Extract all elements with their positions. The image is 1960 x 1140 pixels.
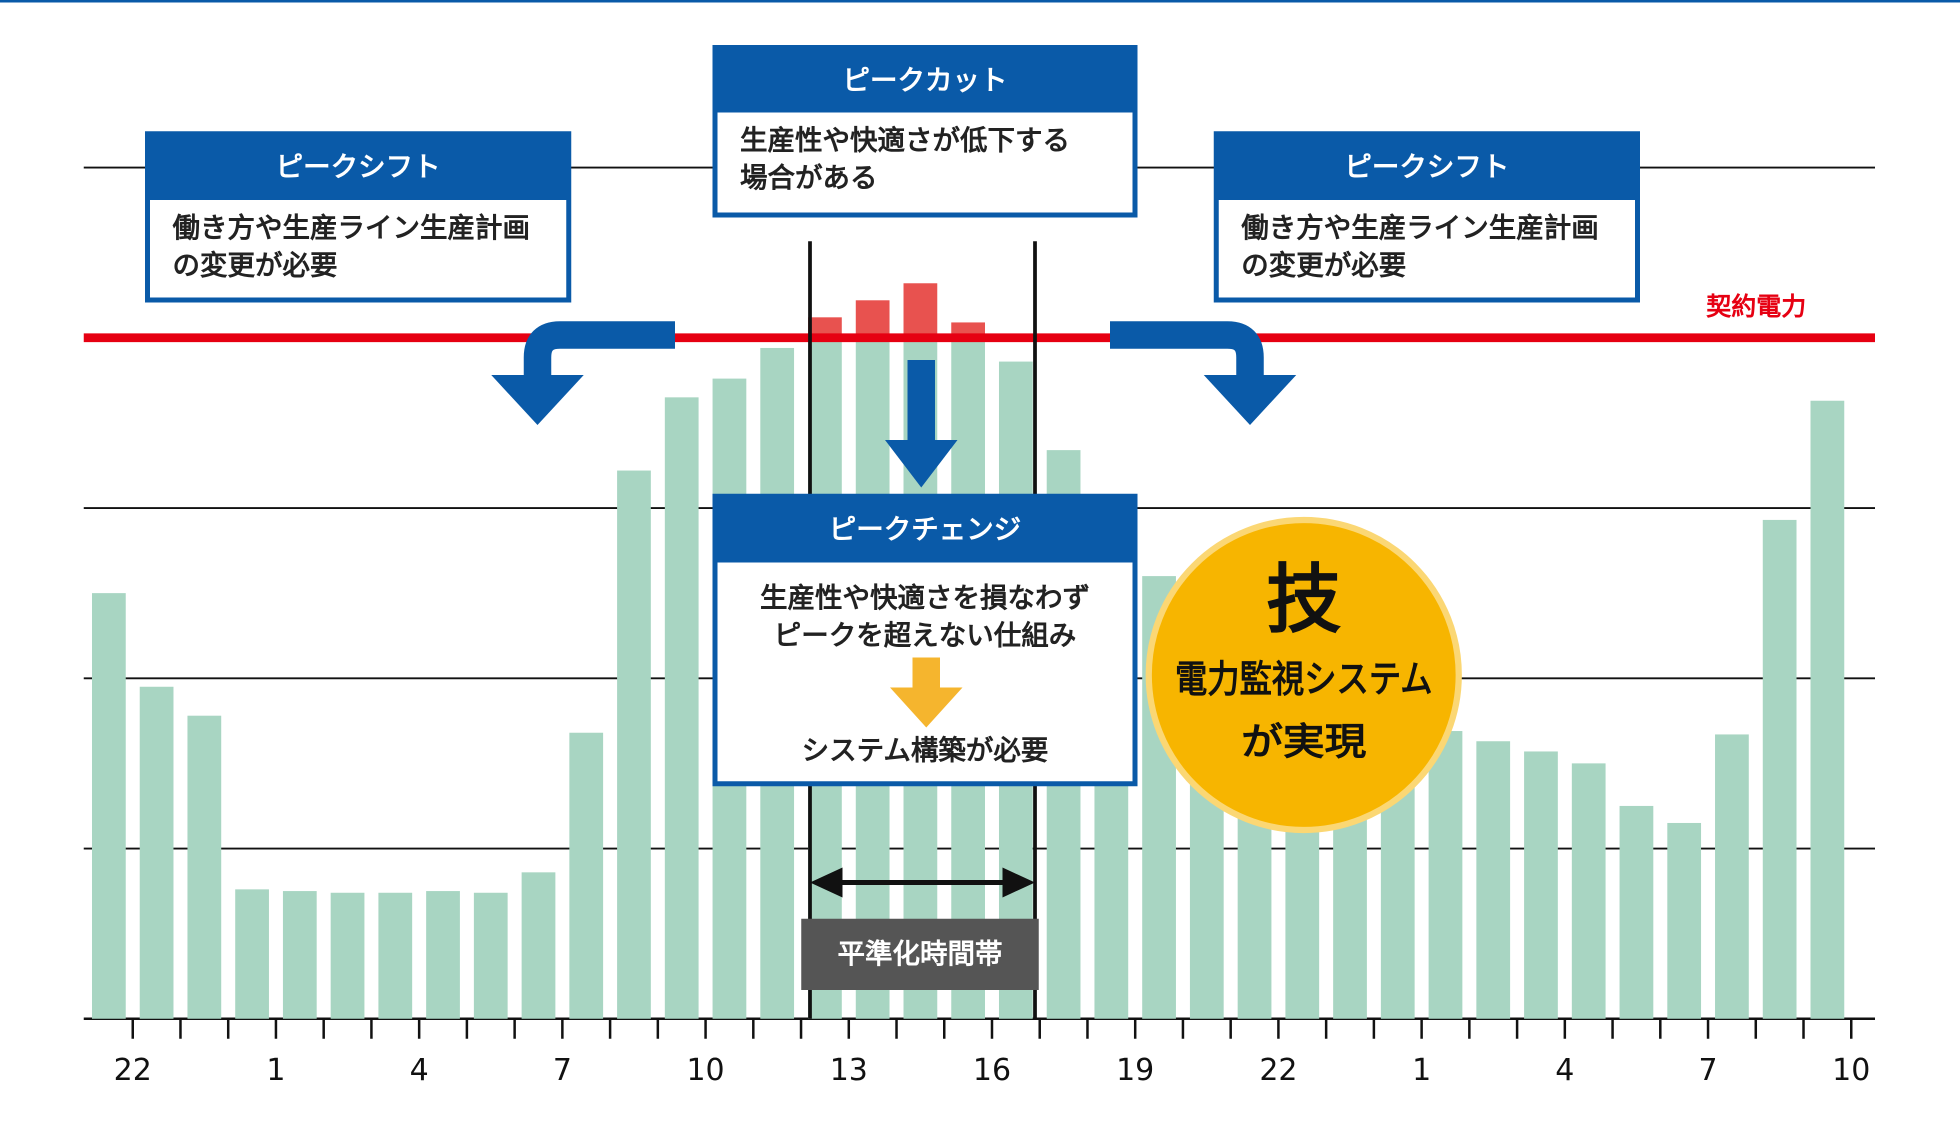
- result-arrow: [912, 657, 940, 690]
- x-tick-label: 16: [973, 1053, 1011, 1088]
- bar: [1476, 741, 1511, 1019]
- bar-excess: [855, 300, 890, 338]
- bar: [664, 397, 699, 1019]
- x-tick-label: 10: [686, 1053, 724, 1088]
- bar: [1571, 763, 1606, 1019]
- annotation-text: の変更が必要: [1241, 249, 1406, 281]
- bar: [1667, 822, 1702, 1019]
- bar: [473, 892, 508, 1019]
- annotation-text: の変更が必要: [173, 249, 338, 281]
- leveling-label: 平準化時間帯: [838, 938, 1003, 970]
- annotation-text: 生産性や快適さを損なわず: [760, 582, 1090, 614]
- shift-arrow: [1110, 321, 1264, 383]
- bar: [521, 872, 556, 1019]
- x-tick-label: 4: [410, 1053, 429, 1088]
- annotation-title: ピークチェンジ: [829, 514, 1022, 546]
- annotation-text: 生産性や快適さが低下する: [740, 124, 1070, 156]
- contract-label: 契約電力: [1706, 292, 1806, 321]
- bar: [235, 889, 269, 1019]
- cut-arrow: [907, 360, 935, 443]
- annotation-header: [1216, 133, 1638, 200]
- x-tick-label: 22: [114, 1053, 152, 1088]
- annotation-text: 働き方や生産ライン生産計画: [172, 212, 531, 244]
- bar: [330, 892, 365, 1019]
- x-tick-label: 4: [1555, 1053, 1574, 1088]
- badge-icon: 技: [1266, 556, 1341, 644]
- bar: [1428, 731, 1463, 1019]
- bar: [617, 470, 651, 1019]
- arrow-head: [491, 375, 584, 425]
- annotation-title: ピークシフト: [276, 151, 441, 183]
- annotation-text: 働き方や生産ライン生産計画: [1240, 212, 1599, 244]
- x-tick-label: 1: [266, 1053, 285, 1088]
- annotation-title: ピークカット: [843, 64, 1008, 96]
- annotation-header: [715, 496, 1135, 563]
- bar: [1619, 805, 1654, 1019]
- leveling-box: [801, 918, 1039, 990]
- x-tick-label: 19: [1116, 1053, 1154, 1088]
- bar: [282, 891, 317, 1019]
- x-tick-label: 1: [1412, 1053, 1431, 1088]
- annotation-text: ピークを超えない仕組み: [774, 619, 1077, 651]
- annotation-text: 場合がある: [740, 162, 878, 194]
- bar: [1762, 519, 1797, 1019]
- annotation-result: システム構築が必要: [802, 734, 1049, 766]
- arrow-head: [1203, 375, 1297, 425]
- x-tick-label: 10: [1832, 1053, 1870, 1088]
- bar: [426, 891, 460, 1019]
- badge: [1145, 516, 1462, 834]
- arrow-head: [890, 687, 963, 728]
- bar: [139, 686, 174, 1019]
- bar: [569, 732, 604, 1019]
- bar-excess: [808, 317, 842, 338]
- bar: [1715, 734, 1749, 1019]
- x-tick-label: 22: [1259, 1053, 1297, 1088]
- annotation-header: [715, 47, 1135, 113]
- x-tick-label: 7: [1698, 1053, 1717, 1088]
- bar: [378, 892, 413, 1019]
- bar: [1810, 400, 1845, 1019]
- bar: [1524, 751, 1558, 1019]
- x-tick-label: 7: [553, 1053, 572, 1088]
- arrow-head: [810, 867, 843, 898]
- arrow-head: [885, 440, 958, 488]
- badge-text: が実現: [1241, 719, 1367, 763]
- shift-arrow: [523, 321, 675, 383]
- annotation-title: ピークシフト: [1344, 151, 1509, 183]
- badge-text: 電力監視システム: [1175, 657, 1433, 701]
- bar: [187, 715, 222, 1019]
- arrow-head: [1002, 867, 1035, 898]
- annotation-header: [147, 133, 569, 200]
- bar: [91, 593, 126, 1019]
- bar-excess: [903, 283, 938, 338]
- x-tick-label: 13: [830, 1053, 868, 1088]
